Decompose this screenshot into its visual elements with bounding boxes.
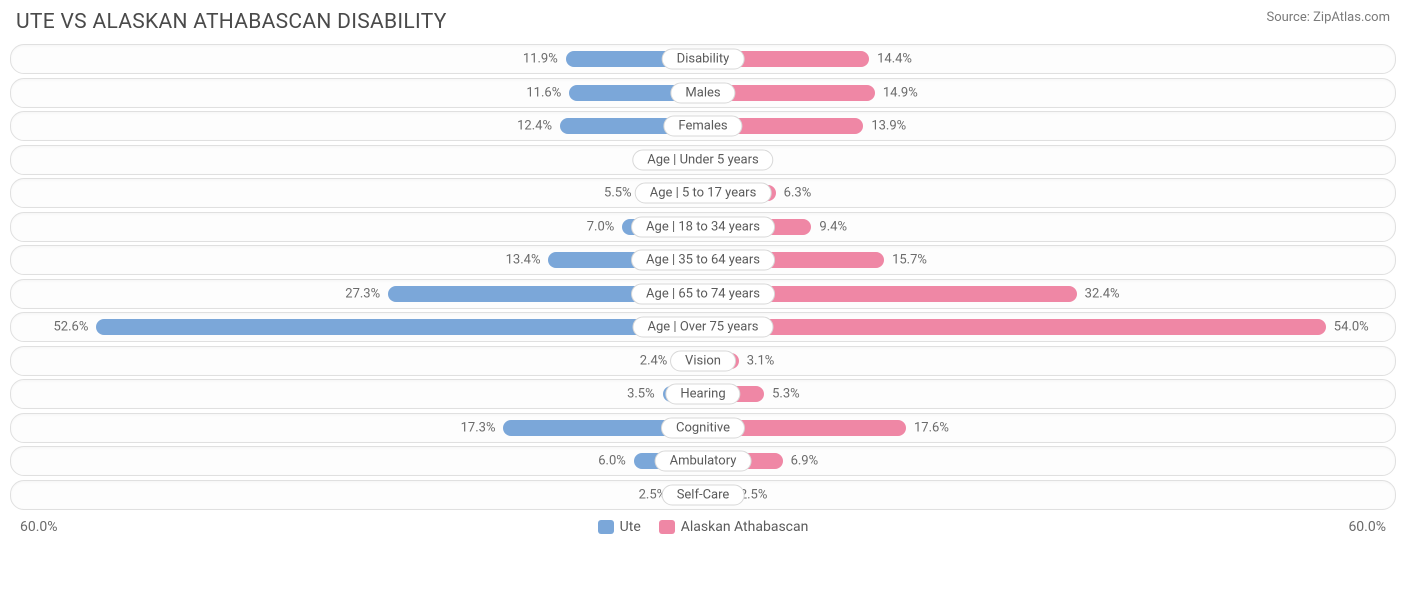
row-label: Disability xyxy=(662,49,745,70)
chart-row: 13.4% 15.7% Age | 35 to 64 years xyxy=(10,245,1396,275)
legend-item-right: Alaskan Athabascan xyxy=(659,519,809,535)
legend-item-left: Ute xyxy=(598,519,641,535)
row-label: Females xyxy=(663,116,742,137)
value-right: 9.4% xyxy=(819,219,847,234)
legend-swatch-left xyxy=(598,520,614,534)
bar-right xyxy=(703,319,1326,335)
value-left: 17.3% xyxy=(461,420,496,435)
value-left: 7.0% xyxy=(587,219,615,234)
row-label: Self-Care xyxy=(662,484,745,505)
row-label: Cognitive xyxy=(661,417,745,438)
value-right: 15.7% xyxy=(892,253,927,268)
chart-row: 2.4% 3.1% Vision xyxy=(10,346,1396,376)
chart-row: 5.5% 6.3% Age | 5 to 17 years xyxy=(10,178,1396,208)
row-label: Age | 35 to 64 years xyxy=(631,250,775,271)
value-right: 3.1% xyxy=(747,353,775,368)
chart-row: 0.86%1.5%Age | Under 5 years xyxy=(10,145,1396,175)
value-right: 5.3% xyxy=(772,387,800,402)
legend-swatch-right xyxy=(659,520,675,534)
chart-header: UTE VS ALASKAN ATHABASCAN DISABILITY Sou… xyxy=(10,6,1396,42)
row-label: Vision xyxy=(670,350,736,371)
value-right: 14.9% xyxy=(883,85,918,100)
chart-area: 11.9% 14.4% Disability 11.6% 14.9% Males 12.4%… xyxy=(10,42,1396,510)
value-left: 27.3% xyxy=(345,286,380,301)
chart-row: 3.5% 5.3% Hearing xyxy=(10,379,1396,409)
value-left: 52.6% xyxy=(53,320,88,335)
row-label: Age | 18 to 34 years xyxy=(631,216,775,237)
value-left: 5.5% xyxy=(604,186,632,201)
chart-row: 52.6% 54.0% Age | Over 75 years xyxy=(10,312,1396,342)
chart-row: 11.9% 14.4% Disability xyxy=(10,44,1396,74)
axis-left-max: 60.0% xyxy=(20,519,58,535)
bar-left xyxy=(96,319,703,335)
value-right: 14.4% xyxy=(877,52,912,67)
chart-row: 6.0% 6.9% Ambulatory xyxy=(10,446,1396,476)
chart-row: 17.3% 17.6% Cognitive xyxy=(10,413,1396,443)
chart-row: 7.0% 9.4% Age | 18 to 34 years xyxy=(10,212,1396,242)
legend: Ute Alaskan Athabascan xyxy=(598,519,809,535)
chart-row: 27.3% 32.4% Age | 65 to 74 years xyxy=(10,279,1396,309)
chart-row: 11.6% 14.9% Males xyxy=(10,78,1396,108)
chart-title: UTE VS ALASKAN ATHABASCAN DISABILITY xyxy=(16,10,447,34)
row-label: Age | Under 5 years xyxy=(632,149,773,170)
value-left: 11.9% xyxy=(523,52,558,67)
chart-footer: 60.0% Ute Alaskan Athabascan 60.0% xyxy=(10,513,1396,535)
axis-right-max: 60.0% xyxy=(1348,519,1386,535)
legend-label-right: Alaskan Athabascan xyxy=(681,519,809,535)
value-left: 11.6% xyxy=(526,85,561,100)
row-label: Hearing xyxy=(665,384,740,405)
row-label: Age | 5 to 17 years xyxy=(635,183,772,204)
value-right: 54.0% xyxy=(1334,320,1369,335)
row-label: Age | 65 to 74 years xyxy=(631,283,775,304)
value-left: 12.4% xyxy=(517,119,552,134)
row-label: Age | Over 75 years xyxy=(633,317,774,338)
value-left: 2.4% xyxy=(640,353,668,368)
value-right: 6.3% xyxy=(784,186,812,201)
value-right: 32.4% xyxy=(1085,286,1120,301)
value-left: 13.4% xyxy=(506,253,541,268)
row-label: Ambulatory xyxy=(655,451,752,472)
value-left: 3.5% xyxy=(627,387,655,402)
row-label: Males xyxy=(670,82,735,103)
chart-row: 2.5%2.5%Self-Care xyxy=(10,480,1396,510)
source-attribution: Source: ZipAtlas.com xyxy=(1266,10,1390,25)
value-right: 17.6% xyxy=(914,420,949,435)
value-left: 6.0% xyxy=(598,454,626,469)
value-right: 6.9% xyxy=(791,454,819,469)
legend-label-left: Ute xyxy=(620,519,641,535)
chart-row: 12.4% 13.9% Females xyxy=(10,111,1396,141)
value-right: 13.9% xyxy=(871,119,906,134)
